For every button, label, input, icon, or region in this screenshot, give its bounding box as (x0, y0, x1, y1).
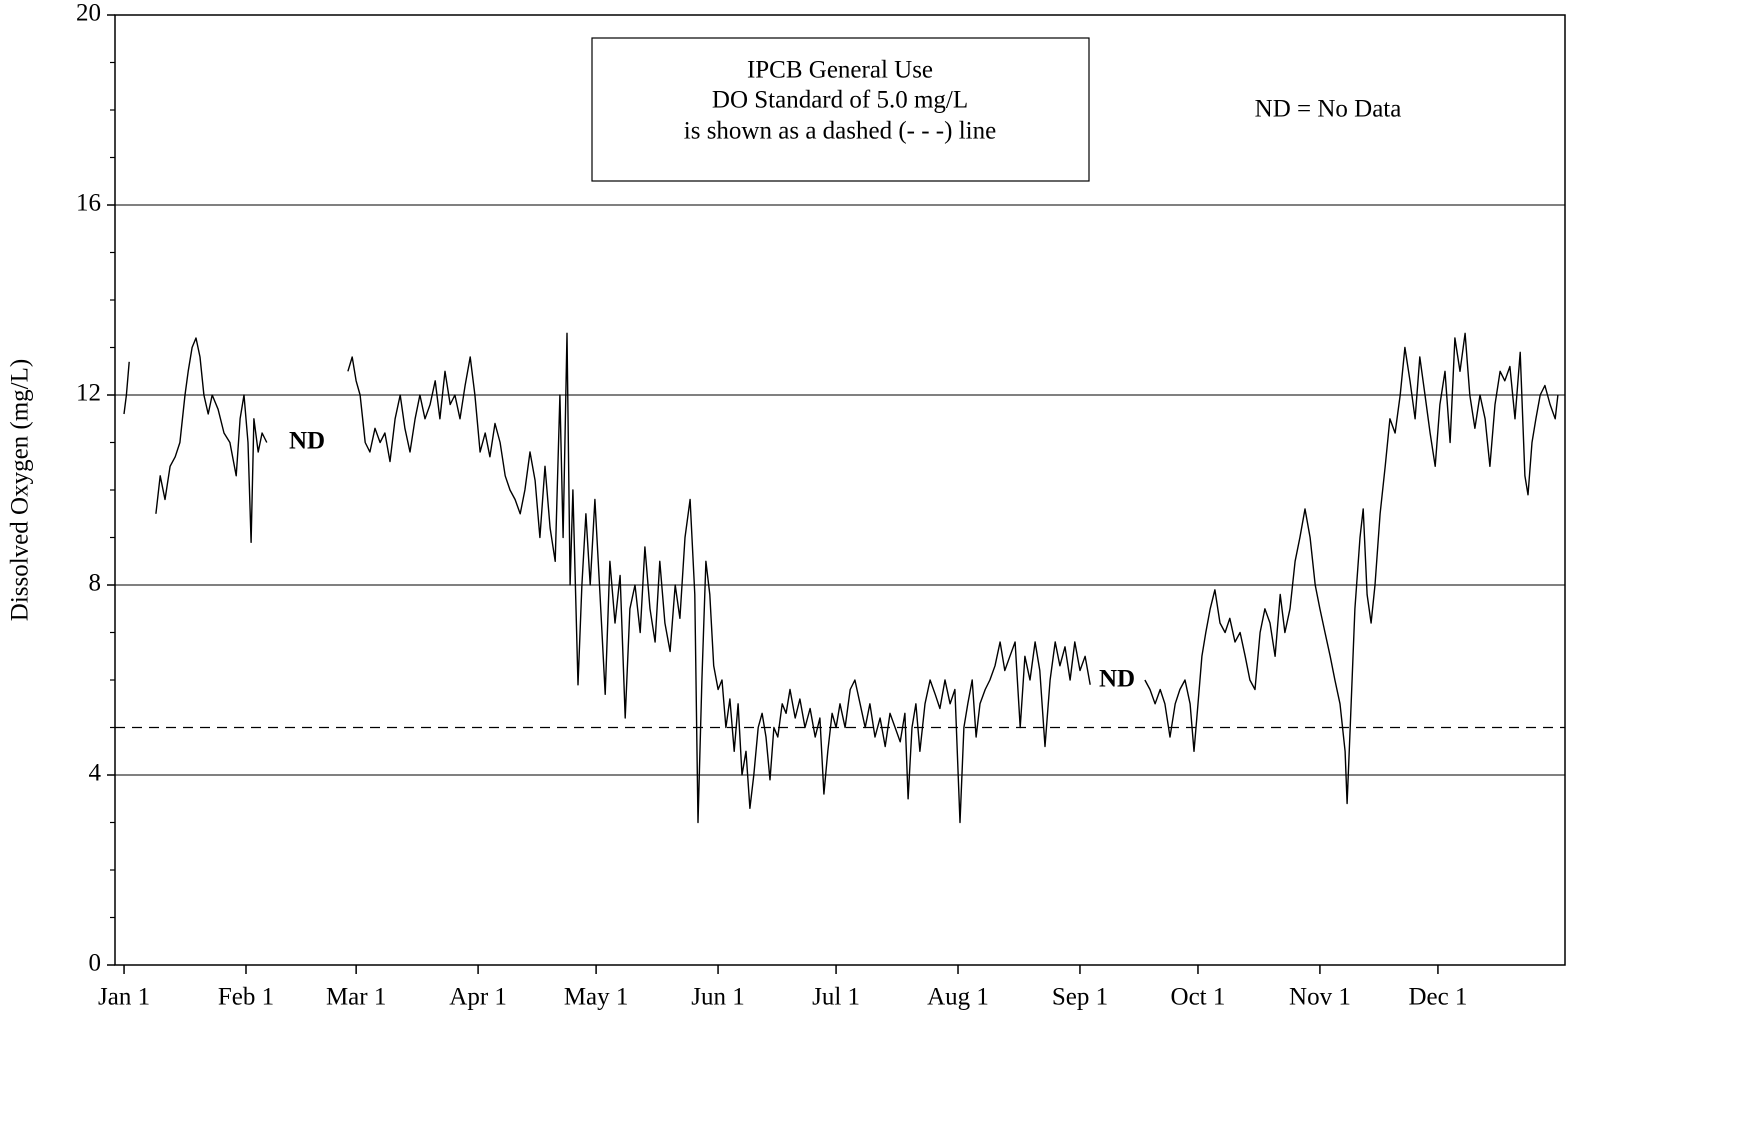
y-tick-label: 4 (89, 760, 102, 787)
annotation-line: IPCB General Use (747, 57, 933, 84)
no-data-label: ND (289, 428, 325, 455)
y-tick-label: 12 (76, 380, 101, 407)
data-line (123, 332, 1559, 824)
x-tick-label: Aug 1 (927, 984, 989, 1011)
y-tick-label: 20 (76, 0, 101, 27)
annotation-line: DO Standard of 5.0 mg/L (712, 87, 968, 114)
annotation-line: is shown as a dashed (- - -) line (684, 118, 996, 145)
y-tick-label: 0 (89, 950, 102, 977)
no-data-label: ND (1099, 666, 1135, 693)
annotation-box (591, 37, 1090, 182)
x-tick-label: May 1 (564, 984, 629, 1011)
y-tick-label: 8 (89, 570, 102, 597)
x-tick-label: Oct 1 (1171, 984, 1226, 1011)
x-tick-label: Nov 1 (1289, 984, 1351, 1011)
x-tick-label: Dec 1 (1408, 984, 1467, 1011)
y-tick-label: 16 (76, 190, 101, 217)
x-tick-label: Jan 1 (98, 984, 150, 1011)
x-tick-label: Feb 1 (218, 984, 274, 1011)
y-axis-label: Dissolved Oxygen (mg/L) (7, 359, 34, 621)
legend-note: ND = No Data (1255, 96, 1402, 123)
x-tick-label: Sep 1 (1052, 984, 1108, 1011)
plot-frame (114, 14, 1566, 966)
x-tick-label: Apr 1 (449, 984, 507, 1011)
x-tick-label: Jun 1 (691, 984, 744, 1011)
x-tick-label: Jul 1 (812, 984, 860, 1011)
x-tick-label: Mar 1 (326, 984, 386, 1011)
